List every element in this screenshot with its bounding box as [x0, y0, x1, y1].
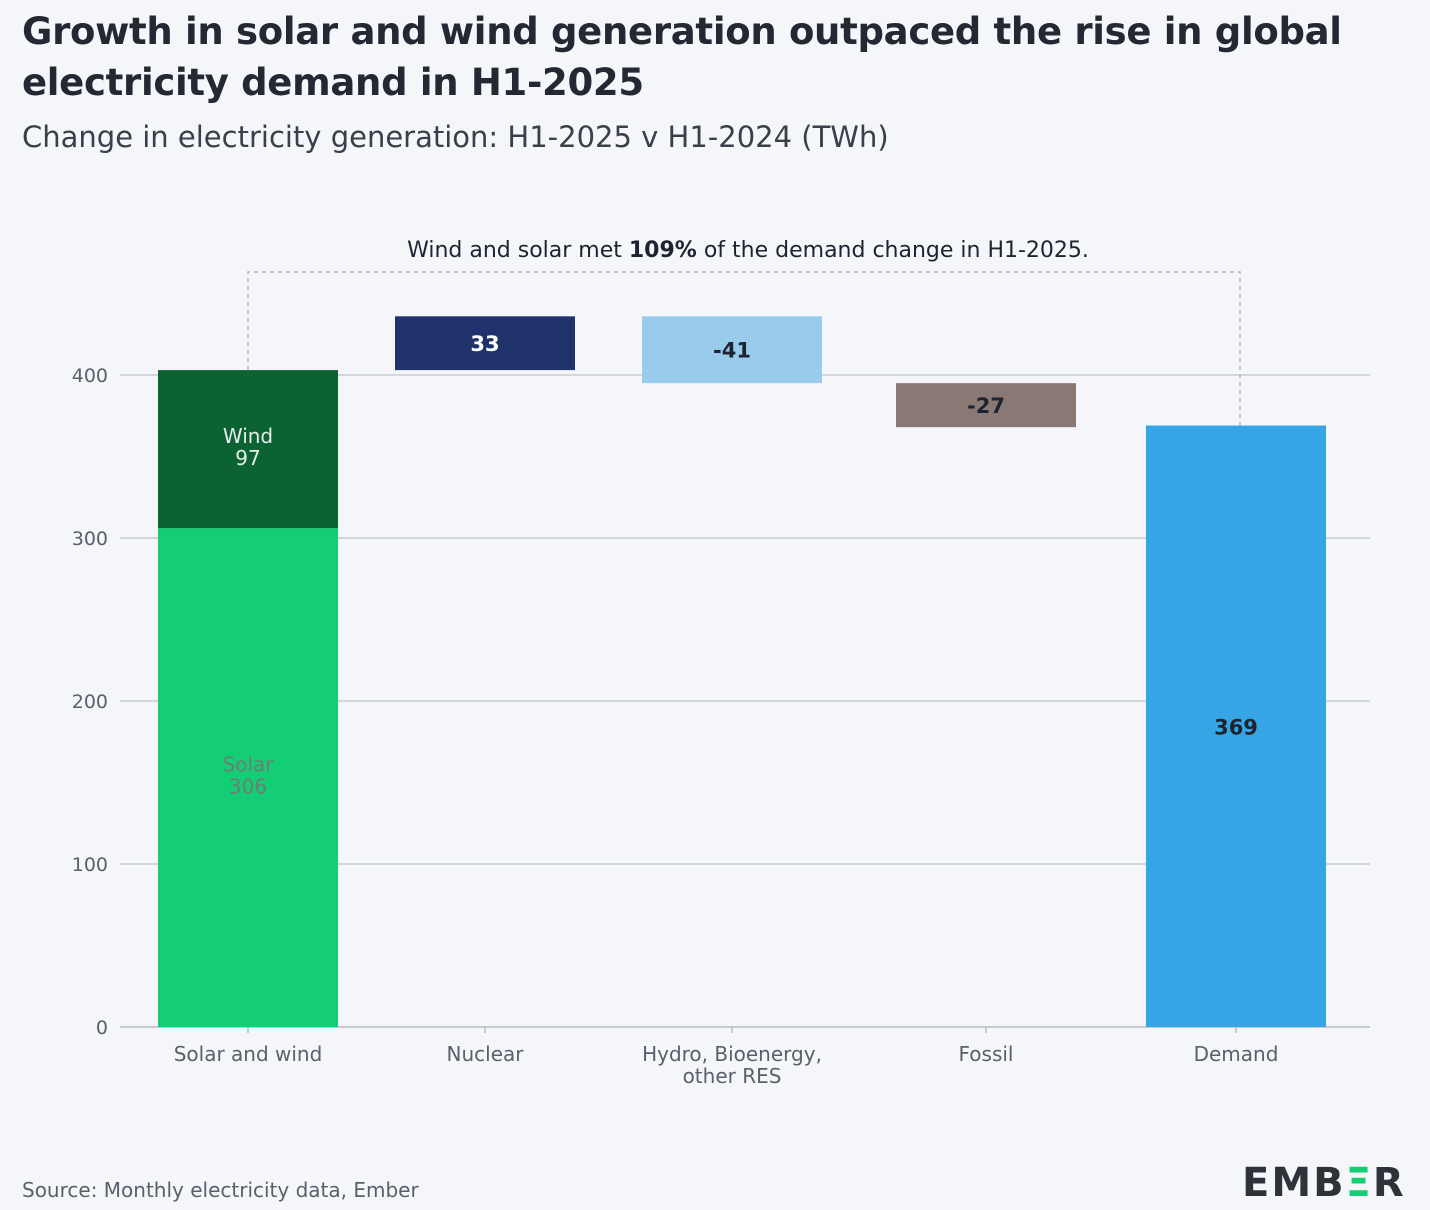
annotation-part: Wind and solar met	[407, 238, 629, 263]
y-tick-label: 400	[72, 365, 108, 387]
x-category-label: Demand	[1194, 1042, 1279, 1066]
y-tick-label: 200	[72, 691, 108, 713]
bar-fossil	[896, 383, 1076, 428]
bar-value-label: -27	[967, 394, 1005, 418]
x-category-label: Solar and wind	[174, 1042, 323, 1066]
segment-value-label: 97	[235, 446, 260, 470]
bar-segment-solar	[158, 528, 338, 1027]
chart-subtitle: Change in electricity generation: H1-202…	[22, 120, 889, 154]
bar-value-label: 33	[470, 332, 499, 356]
bar-value-label: -41	[713, 339, 751, 363]
x-category-label: Hydro, Bioenergy,	[642, 1042, 822, 1066]
segment-name-label: Wind	[223, 424, 273, 448]
x-category-label: other RES	[683, 1064, 782, 1088]
y-tick-label: 300	[72, 528, 108, 550]
annotation-bracket	[247, 271, 1241, 426]
annotation-text: Wind and solar met 109% of the demand ch…	[407, 238, 1089, 263]
annotation-part: of the demand change in H1-2025.	[697, 238, 1089, 263]
x-category-label: Fossil	[959, 1042, 1014, 1066]
segment-value-label: 306	[229, 775, 267, 799]
chart-title: Growth in solar and wind generation outp…	[22, 10, 1342, 104]
bar-value-label: 369	[1214, 715, 1258, 739]
bar-nuclear	[395, 316, 575, 371]
bar-segment-wind	[158, 370, 338, 529]
ember-logo: EMBΞR	[1242, 1160, 1406, 1206]
x-category-label: Nuclear	[447, 1042, 525, 1066]
source-note: Source: Monthly electricity data, Ember	[22, 1178, 419, 1202]
annotation-highlight: 109%	[629, 238, 697, 263]
y-tick-label: 0	[96, 1017, 108, 1039]
y-tick-label: 100	[72, 854, 108, 876]
bar-demand	[1146, 425, 1326, 1027]
segment-name-label: Solar	[223, 753, 275, 777]
bar-hydro	[642, 316, 822, 384]
